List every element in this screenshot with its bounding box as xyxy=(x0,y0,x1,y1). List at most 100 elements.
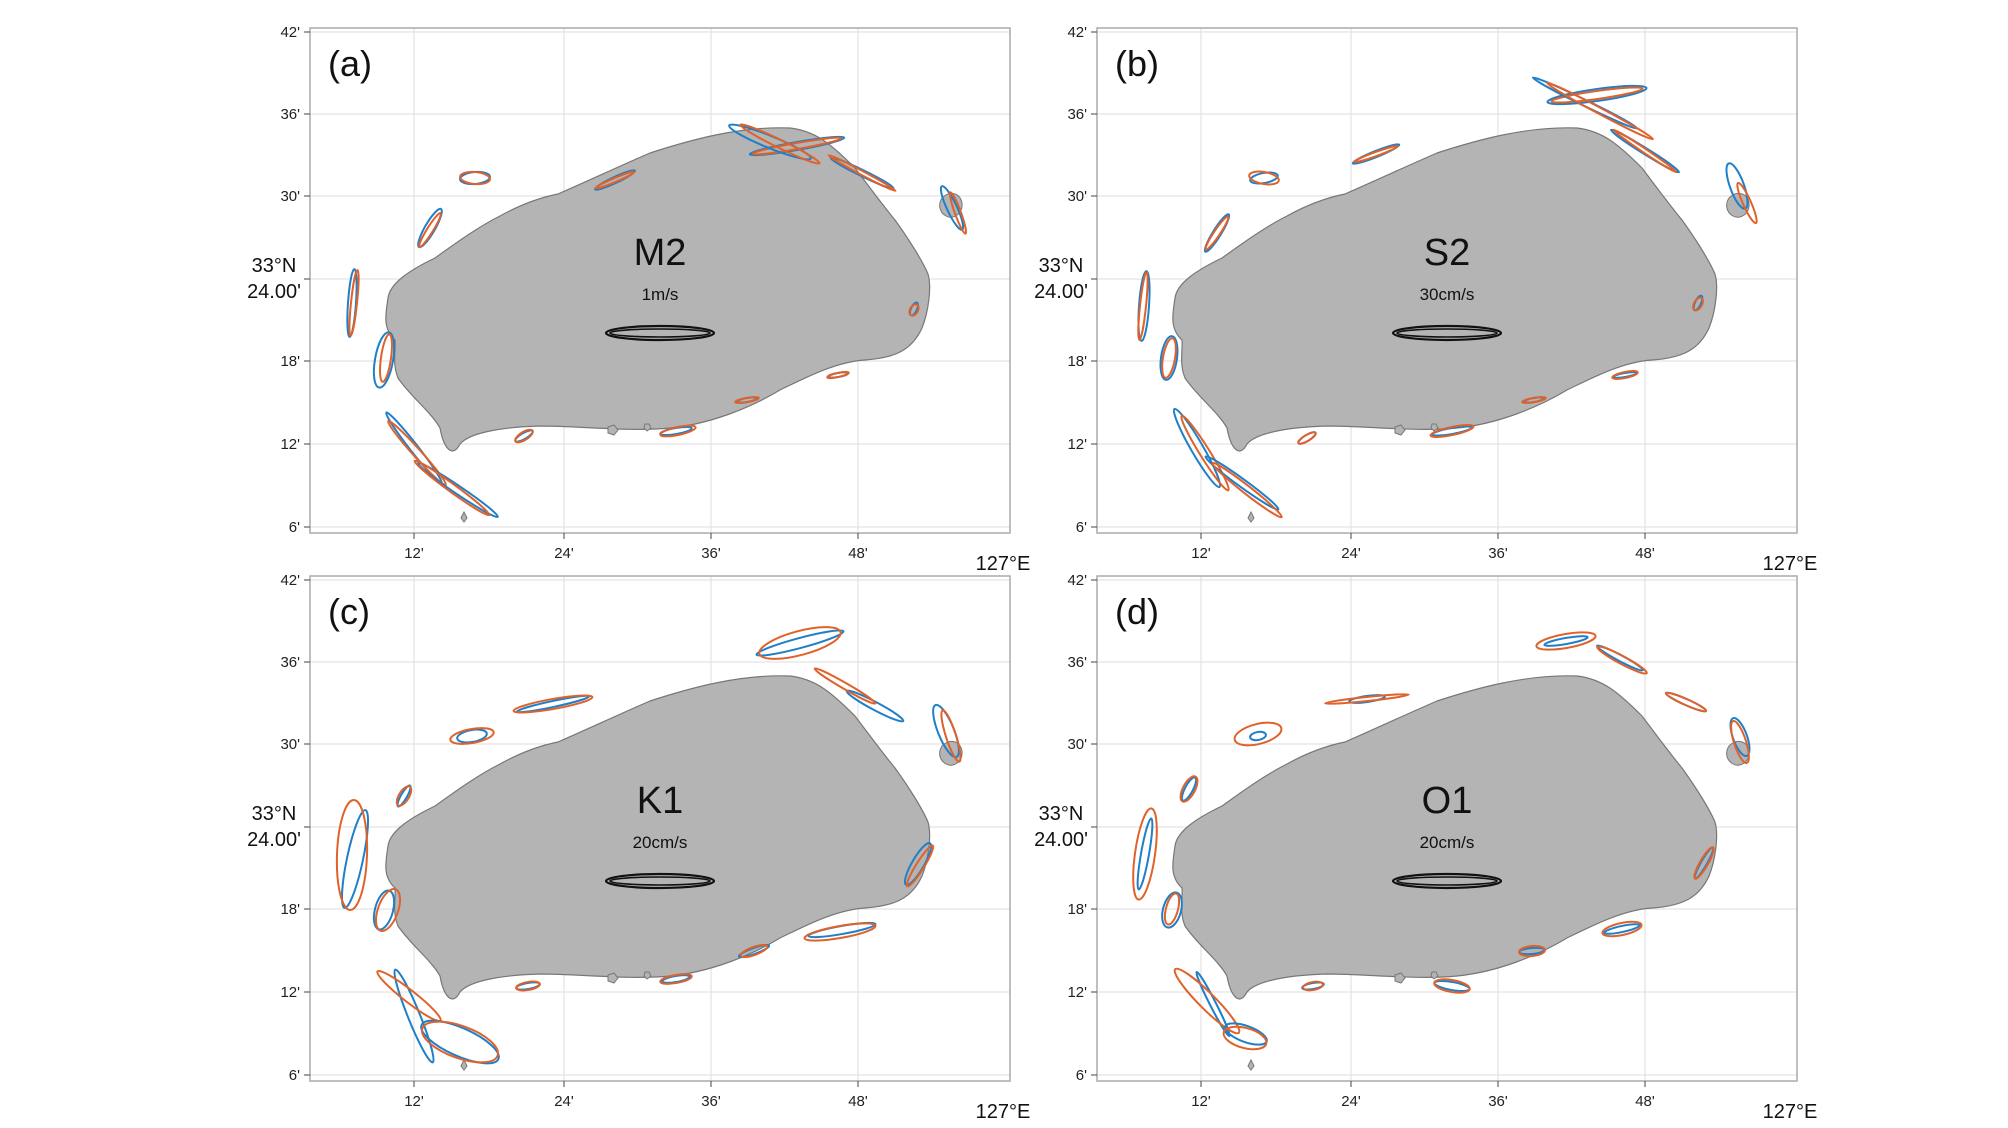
observed-ellipse xyxy=(340,809,370,909)
modeled-ellipse xyxy=(1211,461,1283,519)
modeled-ellipse xyxy=(1233,721,1283,747)
panels: 12' 24' 36' 48' 6' 12' 18' 30' 36' 42' 127°E 33°N 24… xyxy=(247,24,1817,1123)
modeled-ellipse xyxy=(1324,693,1410,705)
x-tick-label: 12' xyxy=(1191,1093,1211,1110)
observed-ellipse xyxy=(1603,923,1641,935)
modeled-ellipse xyxy=(734,396,760,404)
x-tick-label: 24' xyxy=(1341,1093,1361,1110)
x-tick-label: 36' xyxy=(701,1093,721,1110)
y-tick-label: 18' xyxy=(1067,901,1087,918)
y-tick-label: 42' xyxy=(1067,24,1087,41)
modeled-ellipse xyxy=(905,844,935,888)
observed-ellipse xyxy=(393,968,435,1064)
map-panel: 12' 24' 36' 48' 6' 12' 18' 30' 36' 42' 127°E 33°N 24… xyxy=(1034,24,1817,575)
modeled-ellipse xyxy=(940,709,962,763)
modeled-ellipse xyxy=(1137,271,1149,341)
x-axis-ticks: 12' 24' 36' 48' xyxy=(1191,1081,1655,1110)
x-tick-label: 48' xyxy=(1635,1093,1655,1110)
y-axis-unit-sublabel: 24.00' xyxy=(1034,281,1088,303)
observed-ellipse xyxy=(1137,270,1151,342)
map-panel: 12' 24' 36' 48' 6' 12' 18' 30' 36' 42' 127°E 33°N 24… xyxy=(247,572,1030,1123)
y-tick-label: 42' xyxy=(280,572,300,589)
modeled-ellipse xyxy=(1433,978,1471,994)
modeled-ellipse xyxy=(659,973,693,985)
modeled-ellipse xyxy=(948,191,968,235)
y-tick-label: 18' xyxy=(1067,353,1087,370)
modeled-ellipse xyxy=(739,943,769,959)
y-tick-label: 36' xyxy=(1067,654,1087,671)
observed-ellipse xyxy=(1161,891,1183,929)
scale-label: 30cm/s xyxy=(1420,285,1475,304)
y-tick-label: 30' xyxy=(1067,736,1087,753)
tidal-ellipses xyxy=(1137,76,1758,519)
y-axis-ticks: 6' 12' 18' 30' 36' 42' xyxy=(280,24,310,536)
scale-ellipse-inner xyxy=(609,328,711,338)
observed-ellipse xyxy=(1543,635,1589,647)
y-tick-label: 12' xyxy=(1067,984,1087,1001)
observed-ellipse xyxy=(1195,970,1231,1038)
modeled-ellipse xyxy=(1353,144,1399,164)
modeled-ellipse xyxy=(1596,645,1648,675)
modeled-ellipse xyxy=(813,667,877,705)
scale-label: 1m/s xyxy=(642,285,679,304)
y-axis-unit-sublabel: 24.00' xyxy=(1034,829,1088,851)
x-axis-ticks: 12' 24' 36' 48' xyxy=(404,533,868,562)
observed-ellipse xyxy=(417,461,499,519)
observed-ellipse xyxy=(1224,1022,1268,1046)
y-axis-unit-sublabel: 24.00' xyxy=(247,281,301,303)
x-tick-label: 24' xyxy=(554,1093,574,1110)
observed-ellipse xyxy=(1249,171,1279,185)
y-axis-unit-label: 33°N xyxy=(252,803,297,825)
modeled-ellipse xyxy=(1204,215,1230,251)
modeled-ellipse xyxy=(1664,691,1708,713)
x-tick-label: 48' xyxy=(848,1093,868,1110)
modeled-ellipse xyxy=(1161,337,1177,379)
y-tick-label: 12' xyxy=(280,984,300,1001)
modeled-ellipse xyxy=(1222,1025,1268,1051)
y-tick-label: 36' xyxy=(280,654,300,671)
constituent-label: O1 xyxy=(1422,780,1473,822)
y-axis-ticks: 6' 12' 18' 30' 36' 42' xyxy=(1067,24,1097,536)
modeled-ellipse xyxy=(335,799,369,911)
x-tick-label: 36' xyxy=(701,545,721,562)
observed-ellipse xyxy=(456,728,488,744)
modeled-ellipse xyxy=(459,170,491,186)
observed-ellipse xyxy=(1249,730,1267,742)
x-tick-label: 24' xyxy=(1341,545,1361,562)
jeju-island-land xyxy=(385,127,963,523)
modeled-ellipse xyxy=(1550,86,1644,104)
modeled-ellipse xyxy=(395,785,413,807)
jeju-island-land xyxy=(1172,127,1750,523)
modeled-ellipse xyxy=(348,269,360,337)
modeled-ellipse xyxy=(1163,892,1181,926)
modeled-ellipse xyxy=(421,1020,499,1064)
modeled-ellipse xyxy=(803,922,877,942)
observed-ellipse xyxy=(1159,335,1179,381)
y-tick-label: 42' xyxy=(1067,572,1087,589)
modeled-ellipse xyxy=(413,459,491,517)
modeled-ellipse xyxy=(379,333,393,383)
x-axis-unit-label: 127°E xyxy=(976,1101,1031,1123)
observed-ellipse xyxy=(1546,84,1648,106)
map-panel: 12' 24' 36' 48' 6' 12' 18' 30' 36' 42' 127°E 33°N 24… xyxy=(1034,572,1817,1123)
scale-ellipse-inner xyxy=(609,876,711,886)
tidal-ellipses xyxy=(1132,631,1751,1051)
panel-label: (d) xyxy=(1115,591,1159,632)
y-tick-label: 12' xyxy=(280,436,300,453)
panel-frame xyxy=(309,575,1011,1082)
jeju-island-land xyxy=(385,675,963,1071)
modeled-ellipse xyxy=(1692,296,1704,312)
y-axis-unit-sublabel: 24.00' xyxy=(247,829,301,851)
panel-label: (c) xyxy=(328,591,370,632)
y-tick-label: 6' xyxy=(1076,519,1087,536)
modeled-ellipse xyxy=(1180,414,1230,492)
y-tick-label: 36' xyxy=(1067,106,1087,123)
y-tick-label: 12' xyxy=(1067,436,1087,453)
scale-ellipse-inner xyxy=(1396,876,1498,886)
modeled-ellipse xyxy=(1173,967,1241,1035)
constituent-label: M2 xyxy=(634,232,687,274)
modeled-ellipse xyxy=(512,694,594,714)
modeled-ellipse xyxy=(1601,920,1643,938)
observed-ellipse xyxy=(661,974,691,984)
